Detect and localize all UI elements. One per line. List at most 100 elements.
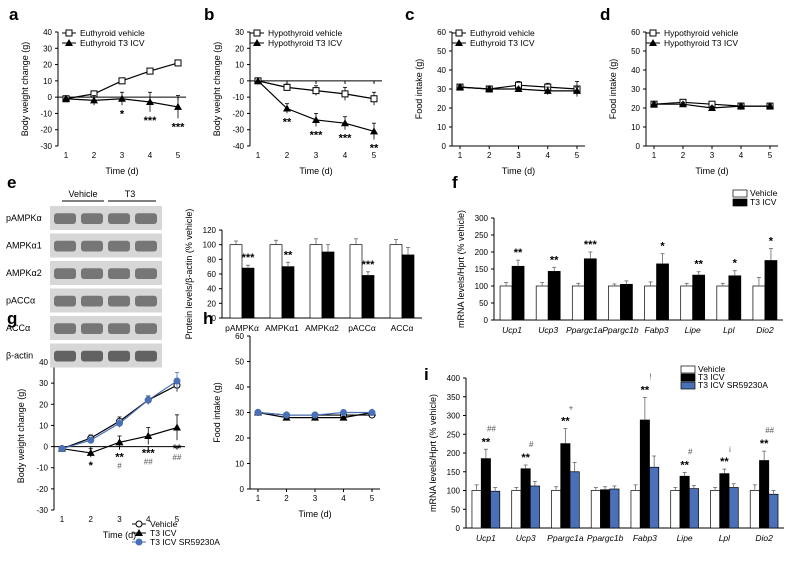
marker-filled-triangle	[254, 76, 262, 84]
x-tick-label: 3	[117, 515, 122, 524]
y-tick-label: 60	[437, 28, 446, 37]
y-tick-label: 20	[437, 104, 446, 113]
blot-band	[81, 240, 103, 252]
marker-open-square	[370, 95, 378, 103]
significance-mark: ##	[487, 424, 496, 433]
marker-filled-triangle	[174, 102, 182, 110]
legend-swatch	[680, 365, 696, 374]
series-euthyroid-t3-icv	[62, 91, 182, 119]
bar	[649, 466, 660, 529]
x-axis-label: Time (d)	[502, 166, 535, 176]
significance-mark: *	[120, 108, 125, 120]
y-tick-label: 30	[437, 85, 446, 94]
y-tick-label: 400	[447, 374, 461, 383]
y-axis-label: Food intake (g)	[212, 382, 222, 443]
y-tick-label: 40	[437, 66, 446, 75]
significance-mark: **	[680, 460, 689, 472]
category-label: Ppargc1b	[587, 533, 624, 543]
x-tick-label: 3	[516, 151, 521, 160]
category-label: Ucp1	[476, 533, 496, 543]
y-tick-label: -20	[36, 485, 48, 494]
significance-mark: **	[173, 443, 182, 455]
legend-label: Euthyroid T3 ICV	[470, 38, 535, 48]
x-tick-label: 5	[372, 151, 377, 160]
x-axis-label: Time (d)	[299, 166, 332, 176]
blot-row-label: pAMPKα	[6, 213, 42, 223]
marker-filled-triangle	[485, 85, 494, 92]
category-label: Fabp3	[633, 533, 657, 543]
blot-band	[135, 213, 157, 224]
marker-filled-triangle	[341, 119, 349, 127]
marker-filled-triangle	[90, 96, 98, 104]
category-label: Fabp3	[645, 325, 669, 335]
significance-mark: ***	[242, 252, 256, 264]
marker-filled-triangle	[115, 438, 124, 446]
x-tick-label: 2	[285, 151, 290, 160]
y-tick-label: 30	[235, 409, 244, 418]
blot-band	[135, 323, 157, 334]
significance-mark: **	[561, 416, 570, 428]
series-2	[254, 409, 376, 419]
x-tick-label: 3	[120, 151, 125, 160]
legend-label: Vehicle	[698, 364, 726, 374]
bar	[764, 260, 778, 321]
significance-mark: ***	[142, 447, 156, 459]
y-tick-label: 120	[203, 226, 217, 235]
bar	[547, 271, 561, 321]
bar	[229, 244, 243, 319]
y-tick-label: 150	[447, 468, 461, 477]
blot-row-label: pACCα	[6, 296, 35, 306]
bar	[321, 251, 335, 319]
significance-mark: **	[283, 116, 292, 128]
panel-label-f: f	[452, 173, 458, 192]
category-label: Ppargc1a	[547, 533, 584, 543]
blot-row-label: AMPKα2	[6, 268, 42, 278]
significance-mark: **	[514, 247, 523, 259]
y-tick-label: 40	[39, 358, 48, 367]
y-tick-label: 0	[240, 77, 245, 86]
x-tick-label: 1	[652, 151, 657, 160]
x-tick-label: 3	[313, 494, 318, 503]
y-axis-label: Protein levels/β-actin (% vehicle)	[184, 209, 194, 340]
blot-row-label: β-actin	[6, 351, 33, 361]
y-tick-label: -10	[36, 464, 48, 473]
category-label: Ucp1	[502, 325, 522, 335]
x-tick-label: 1	[458, 151, 463, 160]
y-tick-label: 50	[451, 505, 460, 514]
legend-swatch	[732, 189, 748, 198]
significance-mark: #	[117, 462, 122, 471]
marker-filled-triangle	[737, 102, 745, 110]
significance-mark: **	[115, 452, 124, 464]
significance-mark: +	[569, 404, 574, 413]
bar	[551, 490, 562, 529]
y-axis-label: Body weight change (g)	[20, 42, 30, 137]
bar	[719, 473, 730, 529]
bar	[600, 489, 611, 529]
panel-label-g: g	[7, 309, 17, 328]
significance-mark: ***	[362, 259, 376, 271]
bar	[401, 254, 415, 319]
y-tick-label: 10	[43, 77, 52, 86]
y-tick-label: 10	[437, 123, 446, 132]
y-tick-label: 200	[447, 449, 461, 458]
marker-filled-triangle	[118, 94, 126, 102]
y-tick-label: 0	[48, 93, 53, 102]
x-tick-label: 1	[64, 151, 69, 160]
bar	[361, 275, 375, 319]
y-tick-label: -20	[232, 109, 244, 118]
category-label: Lipe	[685, 325, 701, 335]
series-hypothyroid-t3-icv	[650, 100, 774, 111]
x-tick-label: 4	[341, 494, 346, 503]
x-tick-label: 2	[487, 151, 492, 160]
legend-label: T3 ICV SR59230A	[150, 537, 220, 547]
bar	[389, 244, 403, 319]
significance-mark: ¡	[729, 444, 732, 453]
x-tick-label: 5	[575, 151, 580, 160]
blot-band	[81, 268, 103, 279]
bar	[560, 443, 571, 529]
category-label: Ppargc1b	[602, 325, 639, 335]
y-tick-label: 0	[240, 485, 245, 494]
significance-mark: ***	[584, 239, 598, 251]
category-label: pACCα	[348, 323, 376, 333]
